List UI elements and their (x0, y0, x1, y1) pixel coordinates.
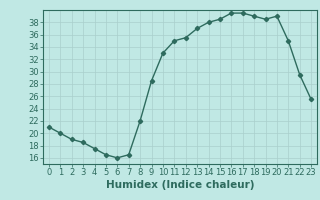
X-axis label: Humidex (Indice chaleur): Humidex (Indice chaleur) (106, 180, 254, 190)
